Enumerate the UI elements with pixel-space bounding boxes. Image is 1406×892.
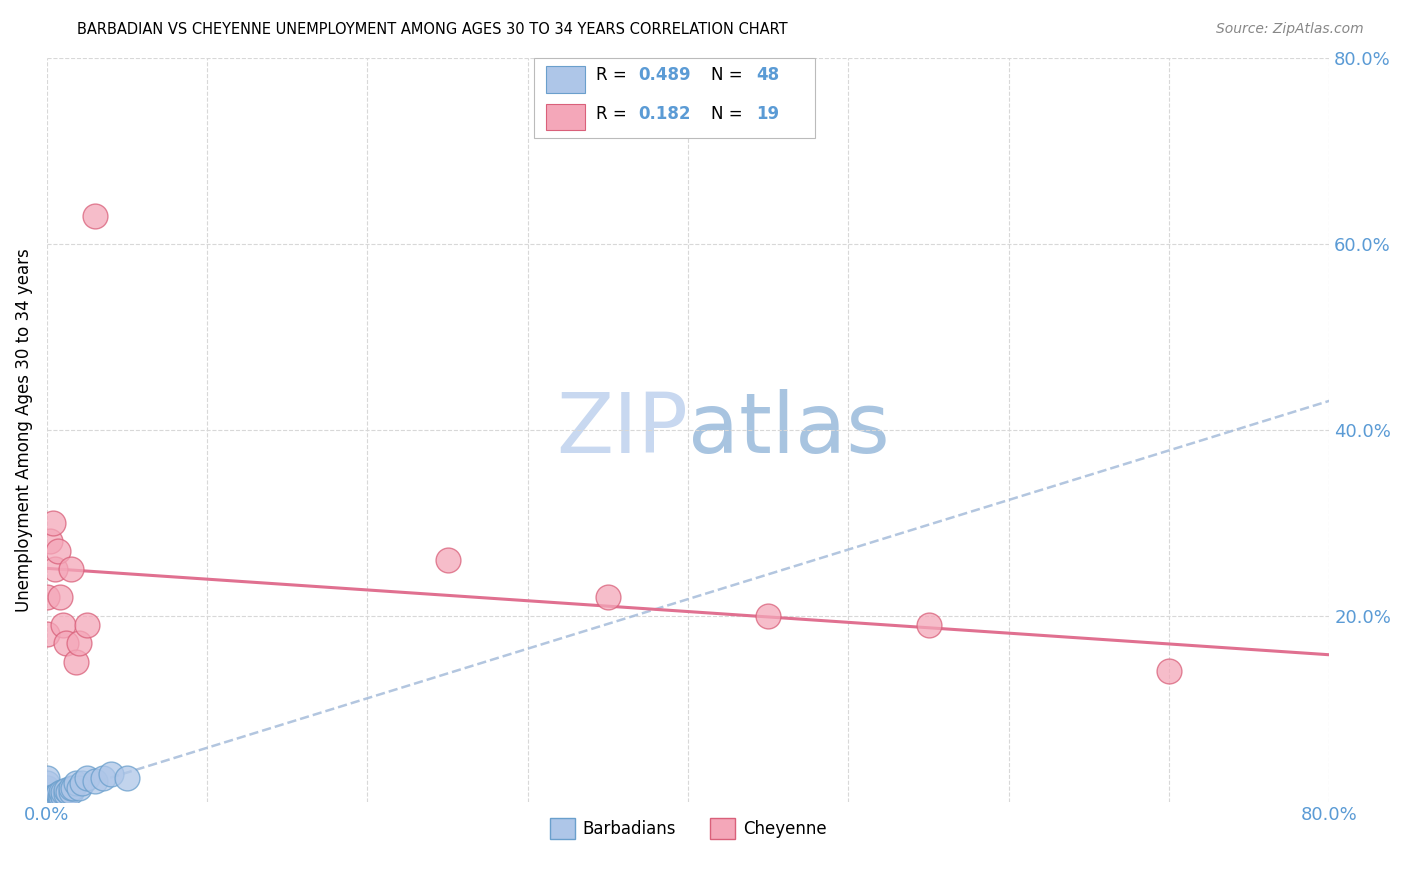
Point: [59, 785, 82, 799]
FancyBboxPatch shape: [546, 66, 585, 93]
Point: [67, 780, 90, 795]
Text: N =: N =: [711, 66, 748, 84]
Point: [39, 534, 62, 549]
Point: [91, 772, 114, 786]
Point: [65, 655, 87, 669]
Point: [35, 787, 58, 801]
Text: 0.489: 0.489: [638, 66, 690, 84]
Point: [59, 562, 82, 576]
Point: [41, 795, 63, 809]
Point: [55, 636, 77, 650]
Point: [35, 795, 58, 809]
Point: [35, 795, 58, 809]
Point: [35, 590, 58, 604]
Point: [35, 795, 58, 809]
Point: [596, 590, 619, 604]
Point: [35, 795, 58, 809]
Point: [35, 772, 58, 786]
Point: [51, 785, 73, 799]
Text: 0.182: 0.182: [638, 104, 690, 122]
Point: [917, 618, 939, 632]
Point: [59, 780, 82, 795]
Legend: Barbadians, Cheyenne: Barbadians, Cheyenne: [543, 812, 834, 846]
Point: [55, 787, 77, 801]
Point: [35, 785, 58, 799]
Point: [35, 776, 58, 790]
Point: [35, 783, 58, 797]
Point: [84, 774, 107, 789]
Text: BARBADIAN VS CHEYENNE UNEMPLOYMENT AMONG AGES 30 TO 34 YEARS CORRELATION CHART: BARBADIAN VS CHEYENNE UNEMPLOYMENT AMONG…: [77, 22, 787, 37]
Point: [45, 789, 67, 804]
Point: [52, 785, 75, 799]
Text: R =: R =: [596, 66, 633, 84]
Text: Source: ZipAtlas.com: Source: ZipAtlas.com: [1216, 22, 1364, 37]
Point: [67, 636, 90, 650]
Point: [1157, 665, 1180, 679]
Point: [756, 608, 779, 623]
Point: [76, 618, 98, 632]
Point: [84, 209, 107, 223]
Point: [46, 543, 69, 558]
Point: [35, 795, 58, 809]
Point: [35, 627, 58, 641]
Y-axis label: Unemployment Among Ages 30 to 34 years: Unemployment Among Ages 30 to 34 years: [15, 248, 32, 612]
FancyBboxPatch shape: [546, 103, 585, 130]
Point: [44, 789, 66, 804]
Point: [44, 562, 66, 576]
Point: [35, 780, 58, 795]
Point: [55, 783, 77, 797]
Point: [46, 787, 69, 801]
Point: [70, 776, 93, 790]
Text: 19: 19: [756, 104, 779, 122]
Point: [35, 795, 58, 809]
Point: [35, 780, 58, 795]
Point: [42, 789, 65, 804]
Point: [35, 789, 58, 804]
FancyBboxPatch shape: [534, 58, 815, 138]
Point: [42, 516, 65, 530]
Point: [35, 795, 58, 809]
Point: [52, 789, 75, 804]
Text: ZIP: ZIP: [557, 389, 688, 470]
Point: [65, 776, 87, 790]
Point: [100, 766, 122, 780]
Text: 48: 48: [756, 66, 779, 84]
Point: [41, 789, 63, 804]
Point: [76, 772, 98, 786]
Point: [48, 795, 70, 809]
Point: [35, 795, 58, 809]
Point: [52, 618, 75, 632]
Point: [35, 789, 58, 804]
Text: atlas: atlas: [688, 389, 890, 470]
Point: [35, 795, 58, 809]
Point: [35, 795, 58, 809]
Point: [48, 789, 70, 804]
Point: [35, 785, 58, 799]
Point: [51, 789, 73, 804]
Point: [56, 785, 79, 799]
Point: [44, 795, 66, 809]
Point: [62, 780, 84, 795]
Text: R =: R =: [596, 104, 633, 122]
Point: [42, 795, 65, 809]
Point: [115, 772, 138, 786]
Point: [48, 590, 70, 604]
Point: [436, 553, 458, 567]
Text: N =: N =: [711, 104, 748, 122]
